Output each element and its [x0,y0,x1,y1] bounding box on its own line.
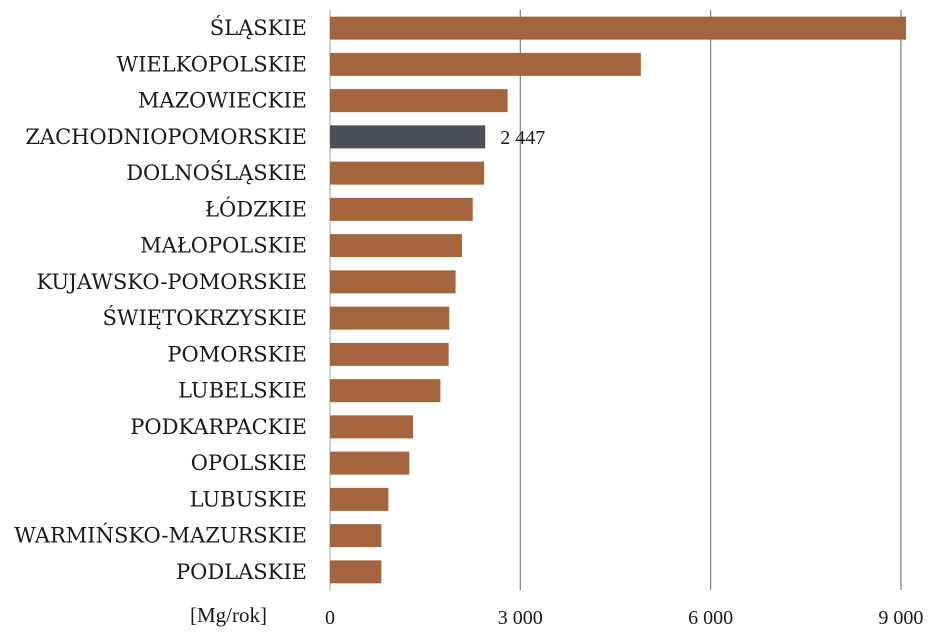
category-label: PODLASKIE [176,560,307,584]
category-label: WIELKOPOLSKIE [117,52,308,76]
bar [330,16,906,40]
category-label: WARMIŃSKO-MAZURSKIE [14,523,307,548]
category-label: ZACHODNIOPOMORSKIE [25,125,307,149]
x-tick-labels: 0 3 000 6 000 9 000 [325,607,923,629]
x-tick-label: 9 000 [878,607,923,629]
bar [330,524,382,548]
bars [330,16,906,584]
category-labels: ŚLĄSKIE WIELKOPOLSKIE MAZOWIECKIE ZACHODNIO… [14,15,307,584]
bar [330,125,486,149]
category-label: LUBELSKIE [178,379,307,403]
data-label: 2 447 [500,127,545,149]
bar [330,52,641,76]
x-tick-label: 3 000 [498,607,543,629]
category-label: MAZOWIECKIE [138,89,307,113]
bar [330,197,473,221]
category-label: ŚLĄSKIE [210,15,307,40]
category-label: OPOLSKIE [191,451,307,475]
category-label: KUJAWSKO-POMORSKIE [36,270,307,294]
bar [330,379,441,403]
category-label: DOLNOŚLĄSKIE [126,160,307,185]
category-label: MAŁOPOLSKIE [140,234,307,258]
x-axis-unit-label: [Mg/rok] [190,603,267,627]
bar [330,270,456,294]
x-tick-label: 6 000 [688,607,733,629]
category-label: ŁÓDZKIE [205,196,307,221]
bar [330,306,450,330]
category-label: LUBUSKIE [190,487,307,511]
category-label: PODKARPACKIE [130,415,307,439]
bar [330,415,414,439]
data-labels: 2 447 [500,127,545,149]
bar [330,89,508,113]
category-label: POMORSKIE [167,342,307,366]
bar [330,451,410,475]
category-label: ŚWIĘTOKRZYSKIE [103,305,307,330]
x-tick-label: 0 [325,607,335,629]
bar [330,161,485,185]
bar [330,487,389,511]
bar [330,342,449,366]
bar [330,560,382,584]
bar [330,234,462,258]
